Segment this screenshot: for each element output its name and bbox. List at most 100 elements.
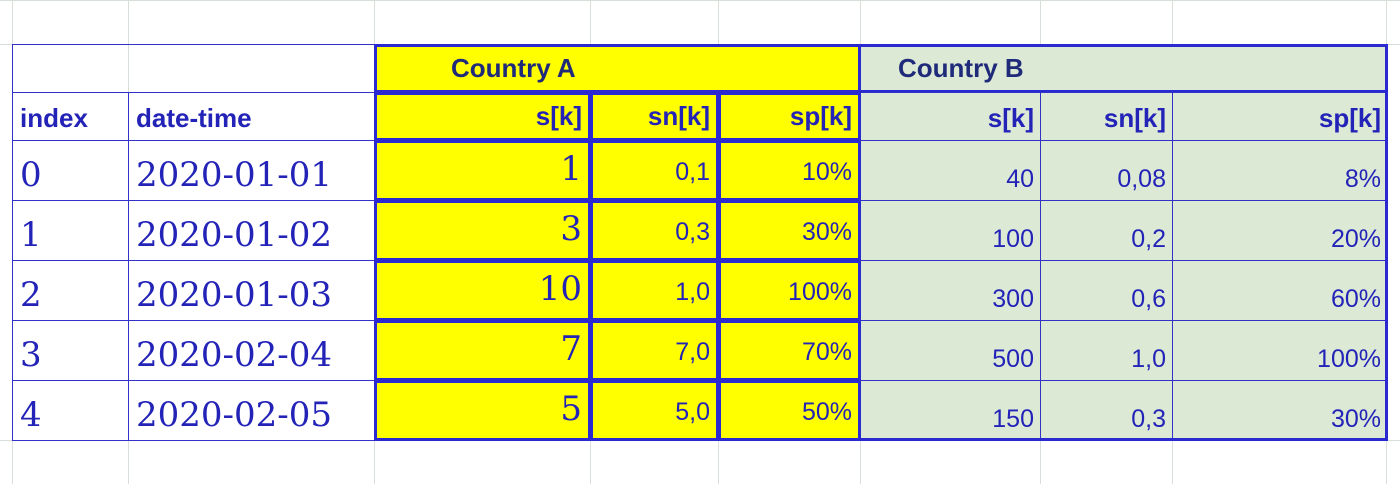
cell-a_sn[interactable]: 7,0 bbox=[590, 320, 719, 381]
column-header-b_s-text: s[k] bbox=[987, 103, 1034, 133]
cell-datetime-text: 2020-01-03 bbox=[136, 274, 333, 315]
cell-b_sn[interactable]: 0,3 bbox=[1040, 380, 1173, 441]
column-header-b_sp-text: sp[k] bbox=[1318, 103, 1381, 133]
cell-b_s-text: 300 bbox=[992, 285, 1034, 313]
cell-b_sn[interactable]: 0,2 bbox=[1040, 200, 1173, 261]
cell-index-text: 4 bbox=[20, 394, 42, 435]
cell-a_s-text: 10 bbox=[538, 269, 582, 309]
cell-index[interactable]: 3 bbox=[12, 320, 129, 381]
cell-b_s[interactable]: 40 bbox=[860, 140, 1041, 201]
column-header-index[interactable]: index bbox=[12, 92, 129, 141]
cell-b_sn-text: 0,3 bbox=[1131, 405, 1166, 433]
cell-a_sp-text: 30% bbox=[801, 218, 852, 246]
cell-a_sp-text: 100% bbox=[788, 278, 852, 306]
column-header-a_sp[interactable]: sp[k] bbox=[718, 92, 861, 141]
cell-a_s[interactable]: 7 bbox=[374, 320, 591, 381]
cell-a_sp[interactable]: 50% bbox=[718, 380, 861, 441]
cell-b_s-text: 500 bbox=[992, 345, 1034, 373]
country-a-group-header[interactable]: Country A bbox=[374, 44, 861, 93]
cell-datetime-text: 2020-01-02 bbox=[136, 214, 333, 255]
cell-a_s-text: 5 bbox=[560, 389, 582, 429]
column-header-a_s[interactable]: s[k] bbox=[374, 92, 591, 141]
cell-a_sp[interactable]: 70% bbox=[718, 320, 861, 381]
cell-datetime[interactable]: 2020-02-04 bbox=[128, 320, 375, 381]
cell-index-text: 2 bbox=[20, 274, 42, 315]
cell-b_sp-text: 100% bbox=[1317, 345, 1381, 373]
cell-a_sn[interactable]: 0,3 bbox=[590, 200, 719, 261]
cell-a_s[interactable]: 3 bbox=[374, 200, 591, 261]
cell-a_sp[interactable]: 30% bbox=[718, 200, 861, 261]
column-header-datetime[interactable]: date-time bbox=[128, 92, 375, 141]
cell-b_sn-text: 0,6 bbox=[1131, 285, 1166, 313]
column-header-b_sn-text: sn[k] bbox=[1103, 103, 1166, 133]
cell-a_s[interactable]: 1 bbox=[374, 140, 591, 201]
column-header-index-text: index bbox=[20, 103, 88, 133]
gridline bbox=[0, 0, 1400, 1]
cell-b_s[interactable]: 150 bbox=[860, 380, 1041, 441]
cell-b_s[interactable]: 100 bbox=[860, 200, 1041, 261]
column-header-a_sn[interactable]: sn[k] bbox=[590, 92, 719, 141]
cell-index-text: 3 bbox=[20, 334, 42, 375]
cell-index[interactable]: 1 bbox=[12, 200, 129, 261]
cell-a_sn-text: 0,3 bbox=[675, 218, 710, 246]
cell-a_sp-text: 10% bbox=[801, 158, 852, 186]
cell-b_s-text: 100 bbox=[992, 225, 1034, 253]
cell-b_sn-text: 0,08 bbox=[1117, 165, 1166, 193]
cell-a_s-text: 1 bbox=[560, 149, 582, 189]
cell-b_sp[interactable]: 30% bbox=[1172, 380, 1388, 441]
cell-a_s-text: 7 bbox=[560, 329, 582, 369]
column-header-datetime-text: date-time bbox=[136, 103, 252, 133]
cell-index[interactable]: 4 bbox=[12, 380, 129, 441]
column-header-a_s-text: s[k] bbox=[535, 101, 582, 131]
column-header-b_s[interactable]: s[k] bbox=[860, 92, 1041, 141]
column-header-b_sn[interactable]: sn[k] bbox=[1040, 92, 1173, 141]
cell-b_sp[interactable]: 60% bbox=[1172, 260, 1388, 321]
cell-a_sp[interactable]: 100% bbox=[718, 260, 861, 321]
cell-a_sn-text: 0,1 bbox=[675, 158, 710, 186]
cell-b_sp-text: 8% bbox=[1344, 165, 1381, 193]
cell-a_s[interactable]: 5 bbox=[374, 380, 591, 441]
cell-datetime-text: 2020-02-05 bbox=[136, 394, 333, 435]
country-a-title: Country A bbox=[451, 53, 576, 83]
cell-a_sn[interactable]: 1,0 bbox=[590, 260, 719, 321]
cell-b_s[interactable]: 500 bbox=[860, 320, 1041, 381]
cell-index[interactable]: 0 bbox=[12, 140, 129, 201]
cell-a_s[interactable]: 10 bbox=[374, 260, 591, 321]
column-header-b_sp[interactable]: sp[k] bbox=[1172, 92, 1388, 141]
cell-index-text: 1 bbox=[20, 214, 42, 255]
cell-a_sn[interactable]: 5,0 bbox=[590, 380, 719, 441]
cell-b_sn[interactable]: 1,0 bbox=[1040, 320, 1173, 381]
cell-index-text: 0 bbox=[20, 154, 42, 195]
country-b-group-header[interactable]: Country B bbox=[860, 44, 1388, 93]
cell-a_sp[interactable]: 10% bbox=[718, 140, 861, 201]
cell-b_sp-text: 20% bbox=[1330, 225, 1381, 253]
cell-b_sn-text: 0,2 bbox=[1131, 225, 1166, 253]
cell-a_s-text: 3 bbox=[560, 209, 582, 249]
column-header-a_sn-text: sn[k] bbox=[647, 101, 710, 131]
cell-datetime[interactable]: 2020-02-05 bbox=[128, 380, 375, 441]
cell-b_sp-text: 60% bbox=[1330, 285, 1381, 313]
cell-datetime[interactable]: 2020-01-03 bbox=[128, 260, 375, 321]
cell-b_sn-text: 1,0 bbox=[1131, 345, 1166, 373]
cell-a_sn-text: 7,0 bbox=[675, 338, 710, 366]
cell-a_sn-text: 5,0 bbox=[675, 398, 710, 426]
corner-cell[interactable] bbox=[128, 44, 375, 93]
cell-b_s-text: 40 bbox=[1006, 165, 1034, 193]
cell-b_sn[interactable]: 0,08 bbox=[1040, 140, 1173, 201]
cell-b_sp[interactable]: 8% bbox=[1172, 140, 1388, 201]
cell-b_sp[interactable]: 20% bbox=[1172, 200, 1388, 261]
cell-b_s-text: 150 bbox=[992, 405, 1034, 433]
cell-a_sp-text: 50% bbox=[801, 398, 852, 426]
cell-datetime-text: 2020-01-01 bbox=[136, 154, 333, 195]
cell-b_sn[interactable]: 0,6 bbox=[1040, 260, 1173, 321]
cell-a_sn[interactable]: 0,1 bbox=[590, 140, 719, 201]
cell-a_sp-text: 70% bbox=[801, 338, 852, 366]
cell-b_sp-text: 30% bbox=[1330, 405, 1381, 433]
cell-datetime[interactable]: 2020-01-01 bbox=[128, 140, 375, 201]
cell-b_sp[interactable]: 100% bbox=[1172, 320, 1388, 381]
cell-datetime-text: 2020-02-04 bbox=[136, 334, 333, 375]
cell-index[interactable]: 2 bbox=[12, 260, 129, 321]
corner-cell[interactable] bbox=[12, 44, 129, 93]
cell-b_s[interactable]: 300 bbox=[860, 260, 1041, 321]
cell-datetime[interactable]: 2020-01-02 bbox=[128, 200, 375, 261]
